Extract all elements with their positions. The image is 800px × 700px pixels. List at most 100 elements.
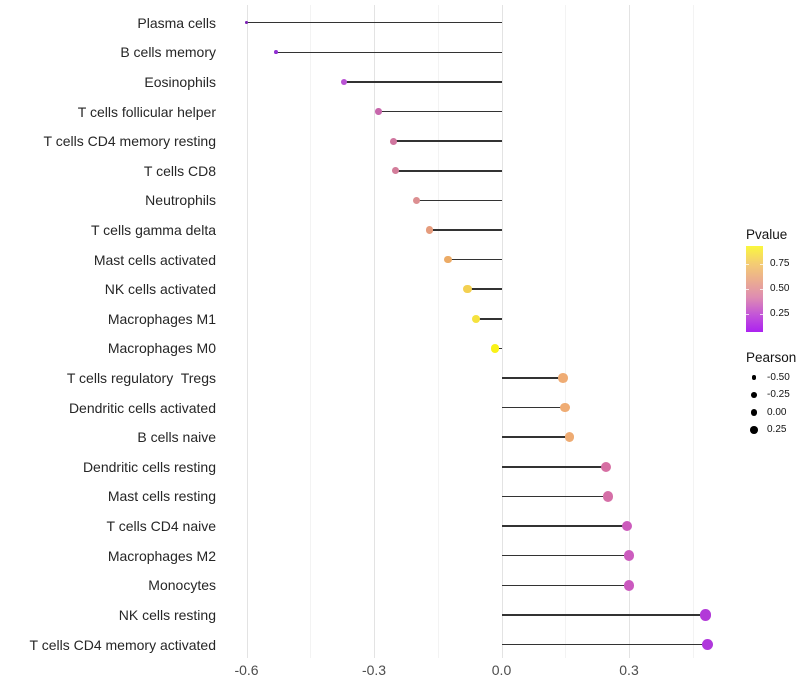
legend-pearson-title: Pearson <box>746 350 797 365</box>
pearson-size-dot <box>751 375 757 380</box>
lollipop-stem <box>416 199 502 202</box>
colorbar-notch <box>746 264 749 266</box>
legend-pearson: Pearson -0.50 -0.25 0.00 0.25 <box>746 350 800 445</box>
plot-panel <box>221 5 731 658</box>
legend-pvalue-title: Pvalue <box>746 227 788 242</box>
lollipop-dot <box>699 609 712 621</box>
category-label: Neutrophils <box>145 192 216 209</box>
pearson-size-dot <box>750 426 758 434</box>
lollipop-dot <box>374 108 382 115</box>
lollipop-stem <box>501 495 608 498</box>
lollipop-dot <box>490 344 500 353</box>
x-tick-label: -0.6 <box>234 662 259 678</box>
lollipop-dot <box>471 314 481 323</box>
colorbar-notch <box>746 314 749 316</box>
x-tick-label: 0.3 <box>619 662 639 678</box>
category-label: Macrophages M2 <box>107 547 216 564</box>
lollipop-stem <box>246 21 502 24</box>
lollipop-dot <box>341 79 348 85</box>
colorbar-notch <box>746 289 749 291</box>
category-label: Dendritic cells resting <box>82 458 216 475</box>
category-label: B cells naive <box>137 429 216 446</box>
lollipop-dot <box>701 638 714 651</box>
category-label: B cells memory <box>120 44 216 61</box>
pearson-size-dot <box>751 392 757 398</box>
category-label: T cells CD4 memory activated <box>29 636 216 653</box>
lollipop-dot <box>245 21 248 25</box>
category-label: Macrophages M0 <box>107 340 216 357</box>
lollipop-dot <box>560 402 571 413</box>
pearson-tick-label: 0.25 <box>767 424 787 435</box>
lollipop-dot <box>602 491 613 502</box>
category-label: T cells follicular helper <box>77 103 216 120</box>
lollipop-stem <box>393 140 502 142</box>
category-label: Monocytes <box>148 577 216 594</box>
pvalue-tick-label: 0.50 <box>770 283 790 295</box>
pearson-tick-label: 0.00 <box>767 406 787 418</box>
lollipop-dot <box>558 373 568 383</box>
x-tick-label: 0.0 <box>491 662 512 678</box>
gridline-major <box>501 5 503 658</box>
category-label: NK cells activated <box>104 281 216 298</box>
lollipop-stem <box>378 110 502 113</box>
category-label: T cells gamma delta <box>90 221 216 238</box>
gridline-minor <box>310 5 312 658</box>
lollipop-stem <box>501 584 629 587</box>
lollipop-stem <box>501 525 627 527</box>
pearson-tick-label: -0.25 <box>767 389 790 400</box>
lollipop-stem <box>467 288 502 290</box>
gridline-major <box>629 5 630 658</box>
lollipop-dot <box>391 167 399 175</box>
lollipop-stem <box>501 436 570 438</box>
lollipop-stem <box>501 643 708 646</box>
colorbar-notch <box>760 264 763 266</box>
category-label: Dendritic cells activated <box>68 399 216 416</box>
lollipop-stem <box>501 466 606 468</box>
colorbar-notch <box>760 289 763 291</box>
category-label: NK cells resting <box>118 606 216 623</box>
gridline-minor <box>437 5 439 658</box>
lollipop-dot <box>463 285 472 294</box>
lollipop-stem <box>501 377 564 379</box>
category-label: T cells regulatory Tregs <box>66 370 216 387</box>
gridline-minor <box>565 5 567 658</box>
lollipop-stem <box>344 81 502 83</box>
legend-pvalue: Pvalue 0.75 0.50 0.25 <box>746 227 800 342</box>
category-label: Eosinophils <box>144 73 216 90</box>
lollipop-dot <box>623 580 635 591</box>
lollipop-stem <box>501 614 706 616</box>
category-label: T cells CD4 memory resting <box>43 133 216 150</box>
lollipop-dot <box>621 520 633 532</box>
lollipop-dot <box>600 461 611 472</box>
x-tick-label: -0.3 <box>361 662 387 678</box>
category-label: Mast cells activated <box>93 251 216 268</box>
pearson-size-dot <box>750 409 758 416</box>
lollipop-stem <box>429 229 502 231</box>
pvalue-tick-label: 0.75 <box>770 258 790 270</box>
category-label: Mast cells resting <box>107 488 216 505</box>
lollipop-dot <box>444 255 453 264</box>
lollipop-stem <box>501 554 629 557</box>
lollipop-stem <box>395 170 502 172</box>
lollipop-stem <box>448 258 502 261</box>
lollipop-stem <box>501 406 566 409</box>
lollipop-dot <box>425 226 433 234</box>
colorbar-notch <box>760 314 763 316</box>
lollipop-dot <box>623 550 635 561</box>
gridline-major <box>374 5 375 658</box>
gridline-minor <box>692 5 694 658</box>
category-label: T cells CD8 <box>143 162 216 179</box>
lollipop-stem <box>276 51 502 54</box>
category-label: Macrophages M1 <box>107 310 216 327</box>
category-label: T cells CD4 naive <box>106 518 216 535</box>
lollipop-dot <box>274 50 279 55</box>
pvalue-colorbar <box>746 246 763 332</box>
lollipop-dot <box>389 137 397 145</box>
gridline-major <box>246 5 248 658</box>
pearson-tick-label: -0.50 <box>767 371 790 383</box>
pvalue-tick-label: 0.25 <box>770 308 790 320</box>
lollipop-stem <box>476 318 502 320</box>
lollipop-dot <box>412 196 421 204</box>
lollipop-dot <box>564 432 575 443</box>
